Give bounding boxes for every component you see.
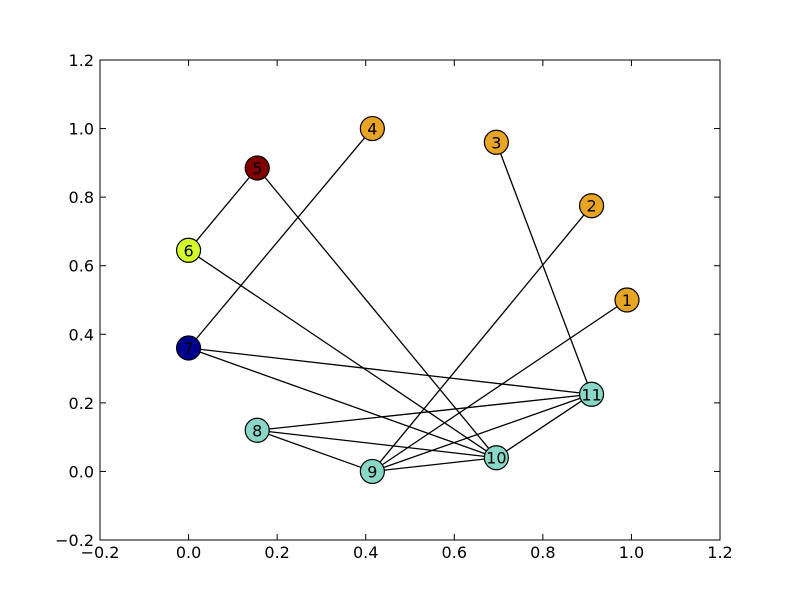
node-7: 7: [175, 335, 202, 361]
node-label-10: 10: [486, 449, 506, 468]
node-circle-1: [614, 287, 640, 313]
node-label-9: 9: [367, 462, 377, 481]
node-circle-7: [175, 335, 202, 361]
node-label-7: 7: [183, 339, 193, 358]
edge-6-10: [188, 249, 497, 459]
node-label-8: 8: [252, 421, 262, 440]
node-8: 8: [244, 417, 270, 443]
edge-1-9: [371, 299, 628, 472]
node-label-11: 11: [581, 385, 601, 404]
node-circle-6: [175, 237, 202, 263]
x-tick-label: 0.2: [264, 543, 289, 562]
node-1: 1: [614, 287, 640, 313]
node-circle-2: [578, 193, 605, 219]
node-9: 9: [359, 458, 385, 485]
node-label-3: 3: [491, 133, 501, 152]
node-11: 11: [578, 381, 605, 407]
node-circle-9: [359, 458, 385, 485]
edge-9-10: [372, 457, 497, 473]
x-tick-label: −0.2: [81, 543, 120, 562]
y-tick-label: −0.2: [55, 531, 94, 550]
y-tick-label: 0.2: [69, 394, 94, 413]
edge-7-11: [188, 347, 592, 395]
y-axis: −0.2 0.0 0.2 0.4 0.6 0.8 1.0 1.2: [55, 51, 720, 550]
x-tick-label: 1.0: [619, 543, 644, 562]
x-tick-label: 0.8: [530, 543, 555, 562]
y-tick-label: 0.4: [69, 325, 94, 344]
plot-area: 1 2 3 4 5 6 7 8 9 10 11: [175, 115, 640, 485]
node-label-4: 4: [367, 120, 377, 139]
node-3: 3: [483, 129, 509, 155]
edge-8-10: [257, 429, 497, 459]
node-label-5: 5: [252, 159, 262, 178]
edge-4-7: [188, 128, 373, 349]
node-4: 4: [359, 115, 385, 142]
node-5: 5: [244, 155, 270, 181]
edge-8-11: [257, 393, 592, 431]
y-tick-label: 0.8: [69, 188, 94, 207]
y-tick-label: 0.6: [69, 257, 94, 276]
nodes-layer: 1 2 3 4 5 6 7 8 9 10 11: [175, 115, 640, 485]
edge-9-11: [372, 393, 592, 473]
node-circle-11: [578, 381, 605, 407]
node-label-6: 6: [183, 241, 193, 260]
node-circle-8: [244, 417, 270, 443]
node-circle-4: [359, 115, 385, 142]
edge-5-6: [188, 167, 258, 251]
x-tick-label: 0.4: [353, 543, 378, 562]
edges-layer: [188, 128, 628, 473]
x-tick-label: 1.2: [707, 543, 732, 562]
node-6: 6: [175, 237, 202, 263]
node-circle-10: [483, 445, 509, 471]
y-tick-label: 1.0: [69, 120, 94, 139]
y-tick-label: 0.0: [69, 462, 94, 481]
x-axis: −0.2 0.0 0.2 0.4 0.6 0.8 1.0 1.2: [81, 60, 733, 562]
edge-3-11: [495, 142, 593, 395]
x-tick-label: 0.0: [176, 543, 201, 562]
node-2: 2: [578, 193, 605, 219]
node-label-2: 2: [586, 197, 596, 216]
edge-8-9: [256, 429, 373, 473]
edge-7-10: [188, 347, 497, 459]
x-tick-label: 0.6: [442, 543, 467, 562]
node-label-1: 1: [622, 291, 632, 310]
edge-10-11: [495, 393, 592, 459]
node-10: 10: [483, 445, 509, 471]
node-circle-3: [483, 129, 509, 155]
y-tick-label: 1.2: [69, 51, 94, 70]
axes-frame: [99, 59, 721, 541]
node-circle-5: [244, 155, 270, 181]
